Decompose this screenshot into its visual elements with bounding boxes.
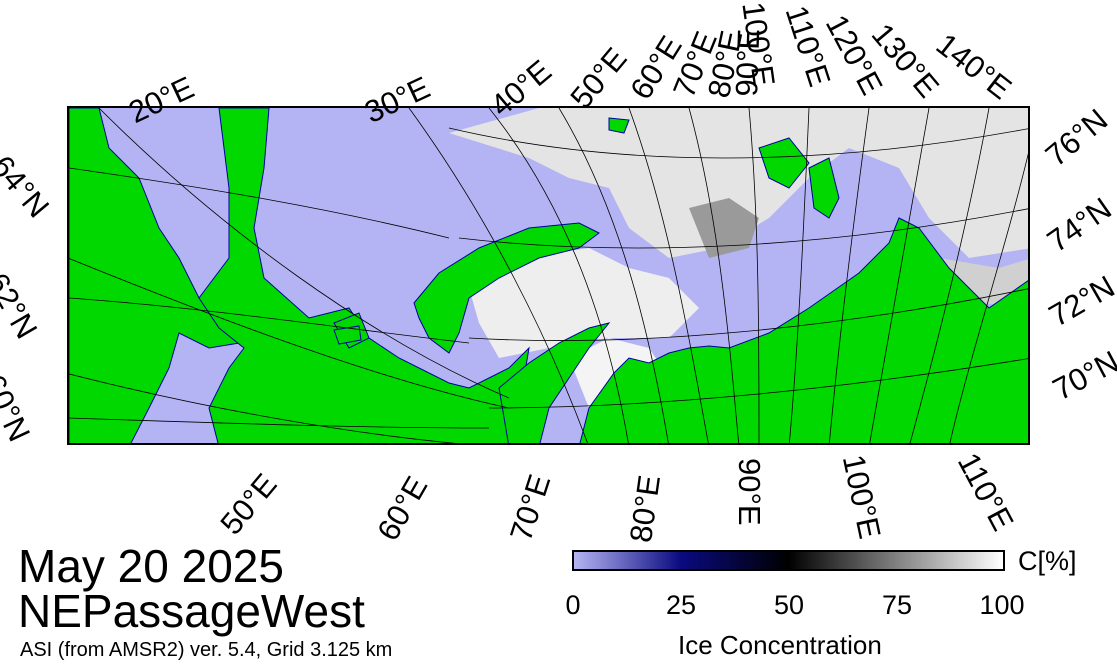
- lon-label-top: 110°E: [778, 1, 838, 91]
- colorbar-unit: C[%]: [1018, 546, 1077, 576]
- graticule: [69, 108, 1028, 443]
- lon-label-top: 140°E: [929, 26, 1019, 107]
- lon-label-top: 130°E: [864, 16, 947, 105]
- lat-label-left: 62°N: [0, 267, 45, 345]
- lon-label-bottom: 100°E: [835, 451, 888, 542]
- map-source-subtitle: ASI (from AMSR2) ver. 5.4, Grid 3.125 km: [20, 639, 393, 661]
- sea-ice-kara: [469, 248, 699, 358]
- land-finland-russia: [198, 108, 538, 443]
- sea-ice-barents: [449, 108, 1028, 258]
- land-taymyr-islands: [758, 137, 810, 189]
- land-islands-small: [608, 117, 630, 134]
- lon-label-bottom: 50°E: [213, 466, 284, 542]
- land-novaya-zemlya: [413, 222, 600, 354]
- lon-label-bottom: 90°E: [732, 458, 767, 526]
- ice-concentration-colorbar: [572, 550, 1005, 571]
- colorbar-title: Ice Concentration: [678, 630, 882, 660]
- lon-label-bottom: 70°E: [503, 470, 558, 546]
- map-date-title: May 20 2025: [18, 540, 284, 592]
- lat-label-left: 64°N: [0, 148, 57, 225]
- lon-label-top: 50°E: [563, 40, 634, 116]
- lat-label-left: 60°N: [0, 369, 38, 447]
- land-gydan: [579, 217, 1028, 443]
- colorbar-tick-label: 100: [979, 590, 1025, 620]
- lat-label-right: 74°N: [1040, 190, 1117, 260]
- lon-label-bottom: 80°E: [623, 472, 668, 545]
- map-canvas: [69, 108, 1028, 443]
- colorbar-tick-label: 0: [565, 590, 581, 620]
- sea-ice-layer: [449, 108, 1028, 408]
- lon-label-bottom: 110°E: [950, 447, 1021, 537]
- sea-ice-map: [67, 106, 1030, 445]
- colorbar-tick-label: 50: [773, 590, 805, 620]
- land-layer: [69, 108, 1028, 443]
- sea-ice-east: [939, 258, 1028, 308]
- colorbar-tick-label: 75: [881, 590, 913, 620]
- map-region-title: NEPassageWest: [18, 585, 365, 637]
- lat-label-right: 76°N: [1038, 101, 1115, 174]
- lon-label-bottom: 60°E: [370, 470, 435, 547]
- colorbar-tick-label: 25: [665, 590, 697, 620]
- lat-label-right: 70°N: [1047, 343, 1117, 408]
- lat-label-right: 72°N: [1043, 268, 1117, 334]
- land-severnaya: [808, 157, 840, 219]
- sea-ice-patches: [689, 198, 759, 258]
- land-island-kolguev: [333, 325, 362, 345]
